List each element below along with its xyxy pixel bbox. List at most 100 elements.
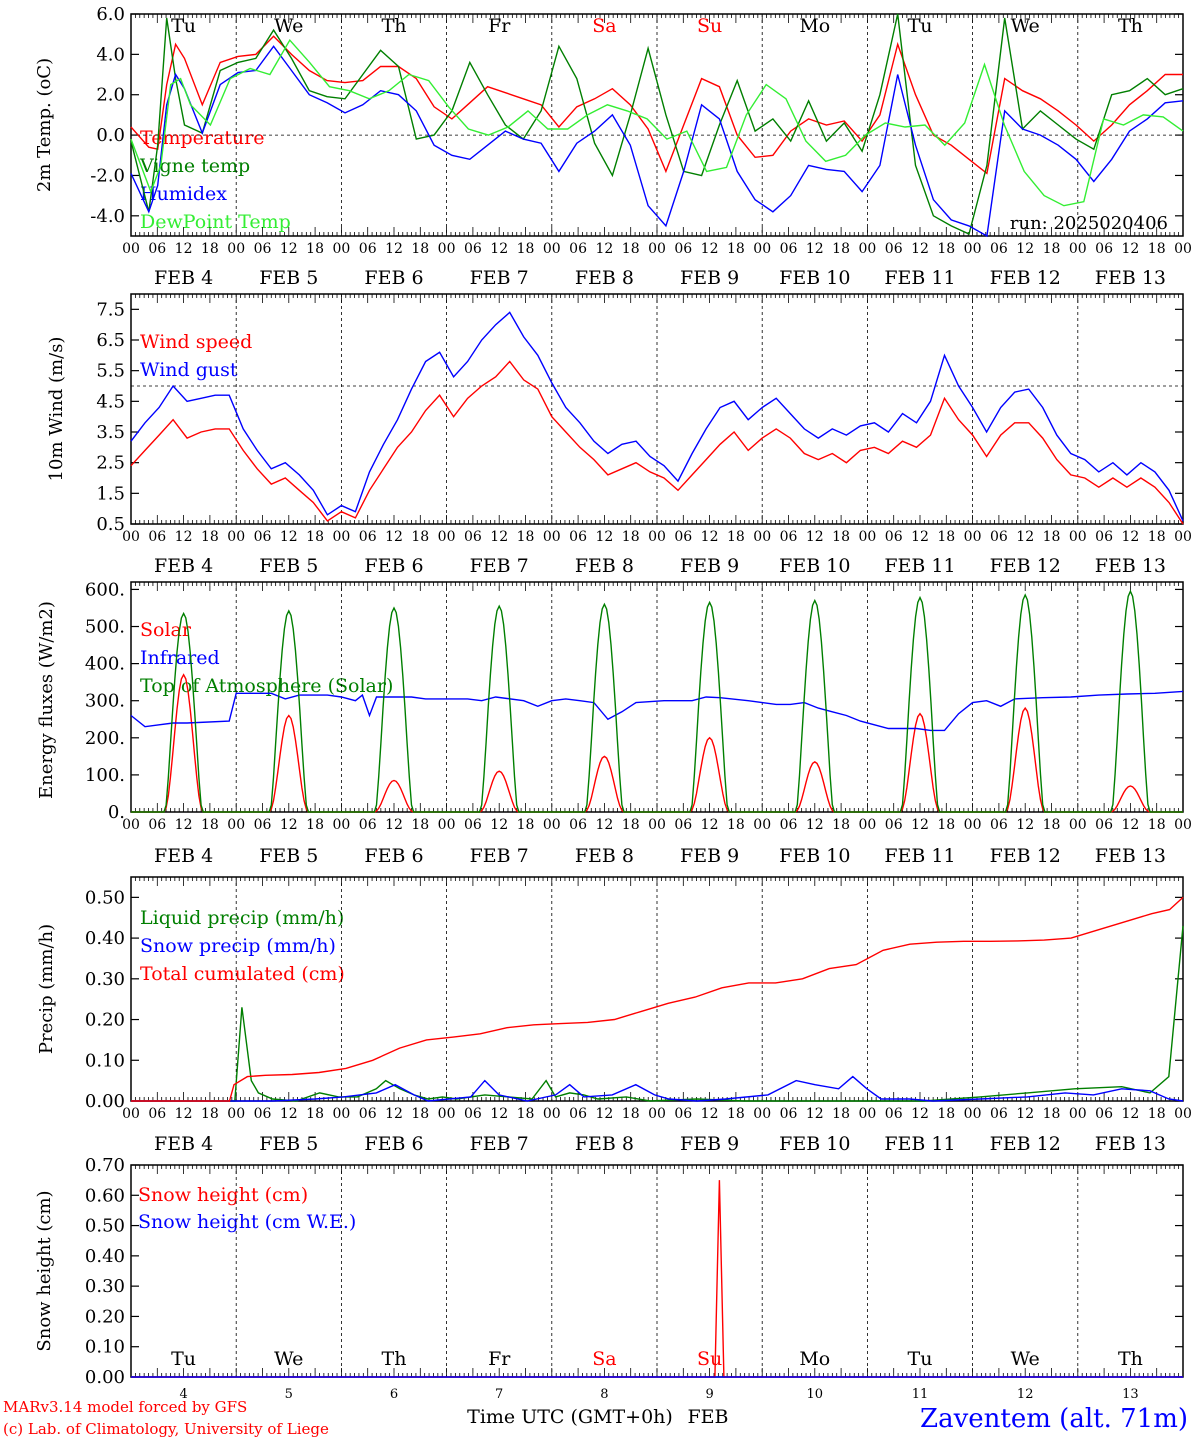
date-label: FEB 13 [1095, 1133, 1166, 1155]
hour-label: 18 [306, 241, 324, 257]
legend-entry: Total cumulated (cm) [140, 963, 345, 985]
weekday-label: Tu [908, 1348, 933, 1370]
series-line [130, 45, 1184, 238]
hour-label: 18 [727, 1106, 745, 1122]
y-axis-label: Energy fluxes (W/m2) [36, 601, 57, 799]
date-label: FEB 5 [259, 267, 318, 289]
hour-label: 00 [648, 817, 666, 833]
hour-label: 00 [1174, 529, 1192, 545]
hour-label: 00 [964, 241, 982, 257]
y-tick-label: 0.60 [85, 1185, 125, 1206]
weekday-label: Th [1118, 15, 1143, 37]
weekday-label: Sa [592, 1348, 616, 1370]
hour-label: 12 [280, 241, 298, 257]
hour-label: 12 [1016, 529, 1034, 545]
y-tick-label: 4.0 [96, 44, 125, 65]
hour-label: 12 [280, 817, 298, 833]
hour-label: 12 [806, 529, 824, 545]
hour-label: 00 [753, 1106, 771, 1122]
hour-label: 00 [438, 241, 456, 257]
hour-label: 18 [1148, 529, 1166, 545]
y-tick-label: 0.30 [85, 969, 125, 990]
hour-label: 18 [1148, 817, 1166, 833]
y-axis-label: Snow height (cm) [34, 1190, 55, 1351]
hour-label: 00 [648, 241, 666, 257]
axes-4: 0.70 0.60 0.50 0.40 0.30 0.20 0.10 0.00 Tu 4 We 5 Th… [85, 1155, 1184, 1402]
hour-label: 18 [306, 817, 324, 833]
hour-label: 06 [464, 817, 482, 833]
date-label: FEB 4 [154, 267, 213, 289]
hour-label: 12 [280, 529, 298, 545]
hour-label: 06 [990, 817, 1008, 833]
date-label: FEB 11 [884, 1133, 955, 1155]
run-label: run: 2025020406 [1010, 213, 1168, 234]
date-label: FEB 9 [680, 267, 739, 289]
y-tick-label: 0.5 [96, 514, 125, 535]
hour-label: 18 [1148, 241, 1166, 257]
legend-entry: Snow height (cm W.E.) [138, 1211, 356, 1233]
y-axis-label: 2m Temp. (oC) [34, 58, 55, 192]
y-tick-label: 0.00 [85, 1367, 125, 1388]
hour-label: 00 [543, 241, 561, 257]
day-number-label: 10 [807, 1387, 824, 1402]
weekday-label: Th [1118, 1348, 1143, 1370]
hour-label: 00 [122, 817, 140, 833]
hour-label: 06 [885, 529, 903, 545]
y-tick-label: 0.40 [85, 1246, 125, 1267]
hour-label: 18 [832, 241, 850, 257]
hour-label: 00 [1069, 529, 1087, 545]
hour-label: 12 [1121, 529, 1139, 545]
y-tick-label: 3.5 [96, 422, 125, 443]
hour-label: 12 [701, 241, 719, 257]
weekday-label: Tu [171, 1348, 196, 1370]
hour-label: 18 [517, 817, 535, 833]
hour-label: 00 [648, 529, 666, 545]
day-number-label: 7 [495, 1387, 503, 1402]
hour-label: 18 [411, 817, 429, 833]
hour-label: 12 [490, 1106, 508, 1122]
y-tick-label: 0.70 [85, 1155, 125, 1176]
weekday-label: Tu [908, 15, 933, 37]
date-label: FEB 4 [154, 845, 213, 867]
hour-label: 00 [1174, 1106, 1192, 1122]
y-tick-label: 0.50 [85, 1216, 125, 1237]
legend-entry: Snow precip (mm/h) [140, 935, 336, 957]
hour-label: 12 [175, 1106, 193, 1122]
legend-entry: Wind speed [140, 331, 252, 353]
hour-label: 06 [148, 1106, 166, 1122]
y-axis-label: 10m Wind (m/s) [46, 337, 67, 482]
hour-label: 06 [148, 241, 166, 257]
hour-label: 12 [1121, 817, 1139, 833]
hour-label: 12 [385, 529, 403, 545]
hour-label: 12 [595, 817, 613, 833]
hour-label: 00 [438, 817, 456, 833]
hour-label: 18 [201, 241, 219, 257]
legend-entry: Solar [140, 619, 192, 641]
y-tick-label: 2.5 [96, 453, 125, 474]
y-tick-label: 200. [85, 728, 125, 749]
hour-label: 18 [937, 817, 955, 833]
hour-label: 06 [780, 529, 798, 545]
hour-label: 00 [332, 241, 350, 257]
hour-label: 18 [306, 1106, 324, 1122]
hour-label: 06 [1095, 241, 1113, 257]
hour-label: 18 [622, 817, 640, 833]
hour-label: 06 [885, 817, 903, 833]
date-label: FEB 12 [990, 845, 1061, 867]
date-label: FEB 12 [990, 555, 1061, 577]
hour-label: 00 [543, 1106, 561, 1122]
hour-label: 18 [411, 241, 429, 257]
hour-label: 06 [674, 1106, 692, 1122]
hour-label: 12 [911, 1106, 929, 1122]
hour-label: 18 [411, 529, 429, 545]
y-tick-label: 0.00 [85, 1091, 125, 1112]
hour-label: 12 [175, 241, 193, 257]
hour-label: 12 [595, 241, 613, 257]
hour-label: 12 [280, 1106, 298, 1122]
hour-label: 00 [1174, 817, 1192, 833]
hour-label: 18 [1043, 241, 1061, 257]
hour-label: 00 [227, 1106, 245, 1122]
hour-label: 00 [858, 241, 876, 257]
